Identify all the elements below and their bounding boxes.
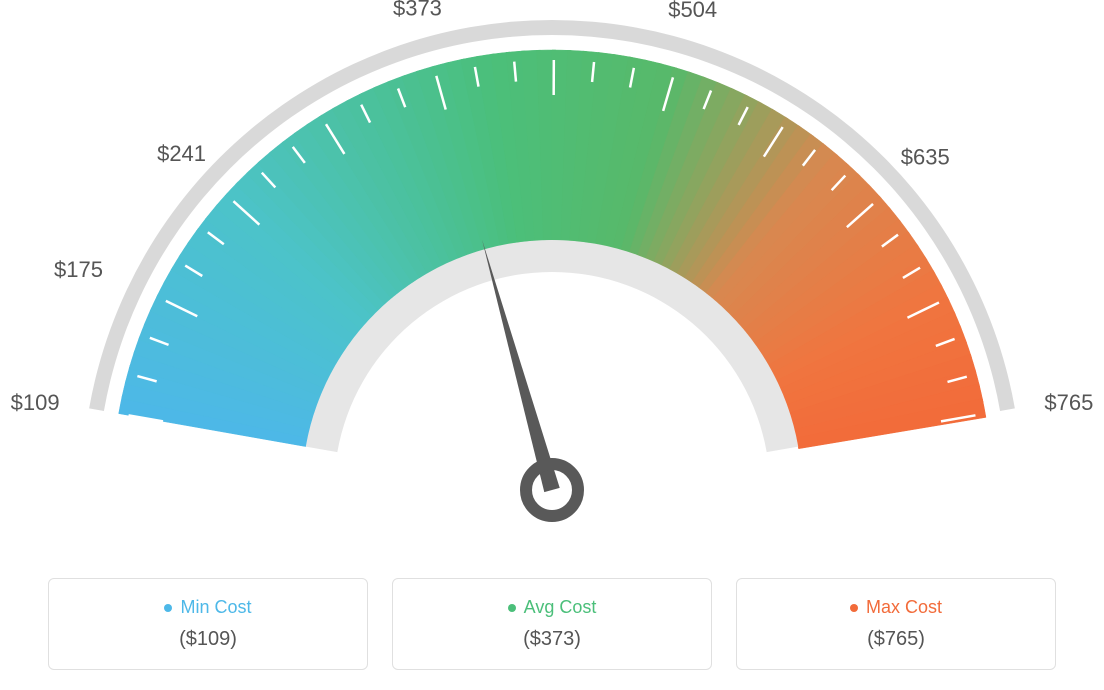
legend-card-min: Min Cost ($109) bbox=[48, 578, 368, 670]
legend-value-min: ($109) bbox=[61, 628, 355, 651]
legend-label-max: Max Cost bbox=[866, 597, 942, 618]
tick-label: $635 bbox=[901, 144, 950, 169]
tick-label: $765 bbox=[1044, 390, 1093, 415]
tick-label: $109 bbox=[11, 390, 60, 415]
tick-label: $241 bbox=[157, 141, 206, 166]
tick-label: $175 bbox=[54, 257, 103, 282]
legend-label-avg: Avg Cost bbox=[524, 597, 597, 618]
legend-label-row: Avg Cost bbox=[405, 597, 699, 618]
gauge-chart: $109 $175 $241 $373 $504 $635 $765 bbox=[0, 0, 1104, 540]
gauge-needle bbox=[482, 240, 560, 493]
legend-card-avg: Avg Cost ($373) bbox=[392, 578, 712, 670]
legend-dot-min bbox=[164, 604, 172, 612]
legend-row: Min Cost ($109) Avg Cost ($373) Max Cost… bbox=[0, 578, 1104, 670]
legend-label-row: Min Cost bbox=[61, 597, 355, 618]
tick-label: $504 bbox=[668, 0, 717, 22]
legend-dot-avg bbox=[508, 604, 516, 612]
tick-label: $373 bbox=[393, 0, 442, 20]
legend-label-min: Min Cost bbox=[180, 597, 251, 618]
legend-label-row: Max Cost bbox=[749, 597, 1043, 618]
legend-dot-max bbox=[850, 604, 858, 612]
legend-value-max: ($765) bbox=[749, 628, 1043, 651]
gauge-svg: $109 $175 $241 $373 $504 $635 $765 bbox=[0, 0, 1104, 540]
legend-value-avg: ($373) bbox=[405, 628, 699, 651]
legend-card-max: Max Cost ($765) bbox=[736, 578, 1056, 670]
